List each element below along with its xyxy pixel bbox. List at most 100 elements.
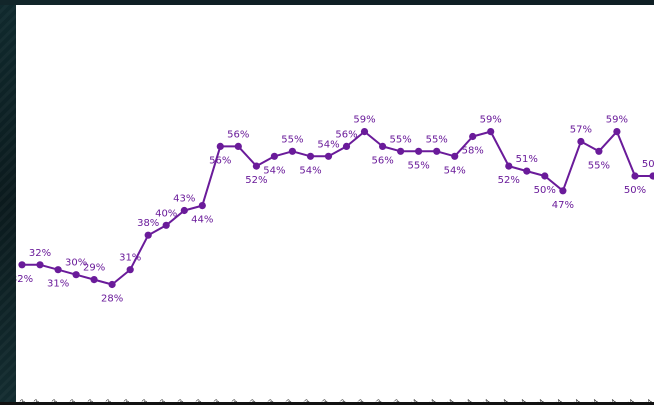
- x-tick-label: 7/4: [515, 397, 529, 405]
- x-tick-label: 10/4: [566, 397, 583, 405]
- series-line: [22, 130, 653, 286]
- data-label: 55%: [426, 134, 448, 145]
- x-tick-label: 29/3: [349, 398, 366, 405]
- x-tick-label: 19/3: [169, 398, 186, 405]
- x-tick-label: 6/4: [497, 397, 511, 405]
- data-label: 31%: [47, 279, 69, 290]
- data-point[interactable]: [469, 132, 477, 141]
- data-point[interactable]: [415, 147, 423, 155]
- x-tick-label: 5/3: [64, 398, 78, 405]
- x-tick-label: 12/3: [97, 398, 114, 405]
- data-label: 51%: [516, 154, 538, 165]
- data-point[interactable]: [577, 137, 585, 146]
- data-point[interactable]: [234, 142, 242, 150]
- data-label: 56%: [227, 129, 249, 140]
- data-label: 31%: [119, 253, 141, 264]
- data-label: 40%: [155, 208, 177, 219]
- data-point[interactable]: [126, 266, 134, 274]
- data-point[interactable]: [324, 152, 333, 160]
- x-tick-label: 26/3: [295, 398, 312, 405]
- line-chart: 32%32%31%30%29%28%31%38%40%43%44%56%56%5…: [16, 115, 654, 405]
- data-label: 44%: [191, 215, 213, 226]
- data-point[interactable]: [72, 271, 80, 279]
- x-tick-label: 27/3: [313, 398, 330, 405]
- x-tick-label: 11/4: [584, 397, 601, 405]
- x-tick-label: 3/4: [442, 397, 456, 405]
- data-point[interactable]: [379, 142, 387, 150]
- data-point[interactable]: [541, 172, 549, 180]
- data-point[interactable]: [108, 280, 116, 289]
- x-tick-label: 3/3: [28, 398, 42, 405]
- data-point[interactable]: [342, 142, 351, 150]
- data-label: 55%: [588, 160, 610, 171]
- x-tick-label: 13/3: [115, 398, 132, 405]
- data-label: 38%: [137, 218, 159, 229]
- data-label: 59%: [353, 115, 375, 126]
- x-tick-label: 25/3: [277, 398, 294, 405]
- data-point[interactable]: [649, 172, 654, 180]
- data-label: 54%: [263, 165, 285, 176]
- data-label: 30%: [65, 258, 87, 269]
- data-point[interactable]: [54, 266, 62, 274]
- data-point[interactable]: [36, 261, 44, 269]
- data-point[interactable]: [198, 202, 206, 210]
- x-tick-label: 4/3: [46, 398, 60, 405]
- data-point[interactable]: [270, 152, 278, 160]
- data-point[interactable]: [18, 261, 26, 269]
- data-label: 50%: [534, 185, 556, 196]
- data-point[interactable]: [613, 128, 621, 136]
- data-label: 50%: [624, 185, 646, 196]
- data-point[interactable]: [487, 128, 495, 136]
- x-tick-label: 30/3: [367, 398, 384, 405]
- data-label: 59%: [480, 115, 502, 126]
- data-label: 32%: [16, 274, 33, 285]
- data-label: 54%: [317, 139, 339, 150]
- chart-card: 32%32%31%30%29%28%31%38%40%43%44%56%56%5…: [16, 5, 654, 405]
- data-point[interactable]: [288, 147, 296, 155]
- data-point[interactable]: [306, 152, 315, 160]
- data-label: 47%: [552, 200, 574, 211]
- data-point[interactable]: [595, 147, 603, 155]
- data-label: 50%: [642, 159, 654, 170]
- x-tick-label: 12/4: [602, 397, 619, 405]
- x-tick-label: 6/3: [82, 398, 96, 405]
- data-label: 59%: [606, 115, 628, 126]
- x-tick-label: 4/4: [460, 397, 474, 405]
- data-point[interactable]: [216, 142, 224, 150]
- x-tick-label: 17/3: [133, 398, 150, 405]
- bottom-border: [0, 402, 654, 405]
- x-tick-label: 23/3: [241, 398, 258, 405]
- top-border: [0, 0, 654, 5]
- data-point[interactable]: [451, 152, 459, 160]
- x-tick-label: 22/3: [223, 398, 240, 405]
- data-point[interactable]: [523, 167, 531, 175]
- data-point[interactable]: [162, 221, 170, 229]
- x-tick-label: 2/4: [424, 397, 438, 405]
- data-label: 58%: [462, 146, 484, 157]
- data-point[interactable]: [397, 147, 405, 155]
- data-point[interactable]: [360, 128, 369, 136]
- data-point[interactable]: [433, 147, 441, 155]
- data-label: 55%: [281, 134, 303, 145]
- data-label: 55%: [389, 134, 411, 145]
- data-point[interactable]: [505, 162, 513, 170]
- data-point[interactable]: [90, 276, 98, 284]
- background-strip: [0, 0, 16, 405]
- x-tick-label: 24/3: [259, 398, 276, 405]
- data-point[interactable]: [180, 206, 188, 215]
- x-tick-label: 8/4: [533, 397, 547, 405]
- data-label: 52%: [245, 175, 267, 186]
- data-label: 56%: [209, 155, 231, 166]
- data-point[interactable]: [252, 162, 260, 170]
- x-tick-label: 14/4: [638, 397, 654, 405]
- data-point[interactable]: [631, 172, 639, 180]
- data-label: 57%: [570, 125, 592, 136]
- x-tick-label: 5/4: [478, 397, 492, 405]
- x-tick-label: 13/4: [620, 397, 637, 405]
- data-label: 56%: [371, 155, 393, 166]
- data-label: 52%: [498, 175, 520, 186]
- data-point[interactable]: [144, 231, 152, 239]
- data-point[interactable]: [559, 187, 567, 195]
- data-label: 29%: [83, 263, 105, 274]
- data-label: 54%: [299, 165, 321, 176]
